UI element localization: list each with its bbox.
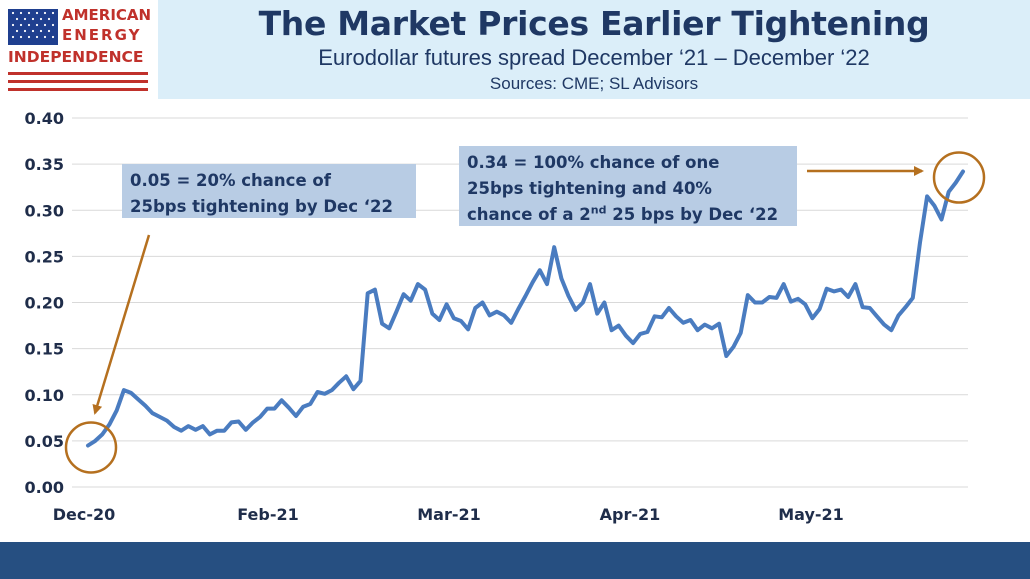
right-annotation-line3: chance of a 2nd 25 bps by Dec ‘22 [467, 202, 789, 228]
left-annotation-line1: 0.05 = 20% chance of [130, 171, 331, 190]
right-annotation-line2: 25bps tightening and 40% [467, 179, 712, 198]
logo: AMERICAN ENERGY INDEPENDENCE [0, 0, 158, 96]
x-tick-label: Mar-21 [417, 505, 481, 524]
left-annotation-box: 0.05 = 20% chance of 25bps tightening by… [122, 164, 416, 218]
y-tick-label: 0.25 [25, 247, 64, 266]
x-axis: Dec-20 Feb-21 Mar-21 Apr-21 May-21 [53, 505, 844, 524]
y-axis: 0.00 0.05 0.10 0.15 0.20 0.25 0.30 0.35 0.40 [25, 109, 64, 497]
us-flag-icon [8, 9, 58, 49]
right-annotation-line1: 0.34 = 100% chance of one [467, 153, 720, 172]
y-tick-label: 0.30 [25, 201, 64, 220]
left-annotation-line2: 25bps tightening by Dec ‘22 [130, 197, 393, 216]
y-tick-label: 0.35 [25, 155, 64, 174]
y-tick-label: 0.00 [25, 478, 64, 497]
x-tick-label: May-21 [778, 505, 844, 524]
right-annotation-box: 0.34 = 100% chance of one 25bps tighteni… [459, 146, 797, 226]
footer-bar [0, 542, 1030, 579]
logo-text-independence: INDEPENDENCE [8, 48, 144, 66]
right-annotation-line3-a: chance of a 2 [467, 205, 591, 224]
logo-text-american: AMERICAN [62, 6, 152, 24]
x-tick-label: Feb-21 [237, 505, 299, 524]
right-annotation-line3-b: 25 bps by Dec ‘22 [606, 205, 779, 224]
logo-stripe [8, 88, 148, 91]
end-highlight-circle [932, 151, 986, 204]
left-annotation-arrow [92, 234, 151, 415]
page-subtitle: Eurodollar futures spread December ‘21 –… [318, 45, 870, 70]
right-annotation-superscript: nd [590, 203, 607, 217]
y-tick-label: 0.15 [25, 340, 64, 359]
sources-note: Sources: CME; SL Advisors [489, 74, 699, 93]
y-tick-label: 0.05 [25, 432, 64, 451]
y-tick-label: 0.10 [25, 386, 64, 405]
y-tick-label: 0.20 [25, 294, 64, 313]
logo-text-energy: ENERGY [62, 26, 142, 44]
page-title: The Market Prices Earlier Tightening [258, 4, 930, 43]
line-chart: 0.00 0.05 0.10 0.15 0.20 0.25 0.30 0.35 0.40 Dec… [25, 109, 986, 524]
y-tick-label: 0.40 [25, 109, 64, 128]
x-tick-label: Apr-21 [600, 505, 661, 524]
x-tick-label: Dec-20 [53, 505, 116, 524]
series-line [86, 169, 965, 448]
header-band [158, 0, 1030, 99]
logo-stripe [8, 72, 148, 75]
start-highlight-circle [64, 421, 118, 474]
logo-stripe [8, 80, 148, 83]
